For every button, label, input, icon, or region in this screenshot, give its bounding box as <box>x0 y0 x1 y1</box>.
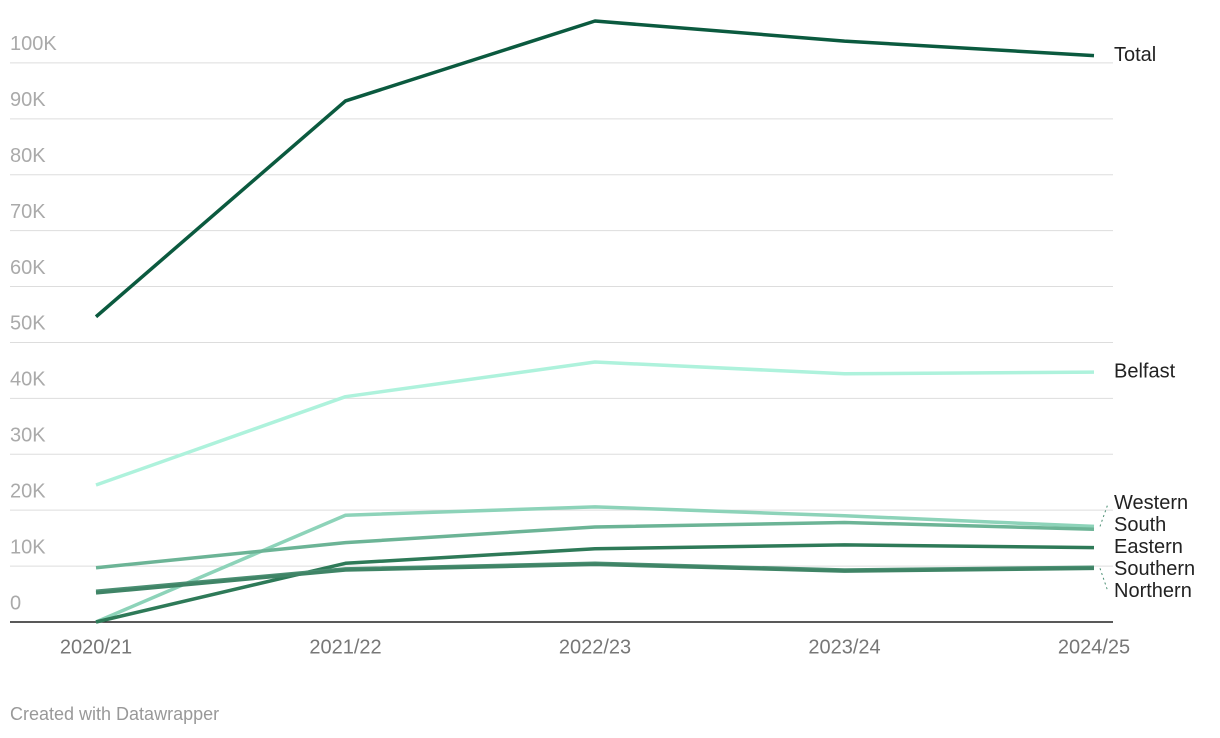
y-tick-label: 70K <box>10 201 46 223</box>
line <box>95 562 1095 595</box>
y-tick-label: 90K <box>10 89 46 111</box>
line <box>95 520 1095 570</box>
y-tick-label: 40K <box>10 369 46 391</box>
line <box>94 19 1095 319</box>
legend-label: Northern <box>1114 580 1192 602</box>
x-tick-label: 2022/23 <box>559 636 631 658</box>
x-tick-label: 2020/21 <box>60 636 132 658</box>
legend-label: Southern <box>1114 558 1195 580</box>
legend-label: South <box>1114 514 1166 536</box>
y-tick-label: 60K <box>10 257 46 279</box>
y-tick-label: 10K <box>10 536 46 558</box>
y-tick-label: 100K <box>10 33 57 55</box>
legend-label: Eastern <box>1114 536 1183 558</box>
footer: Created with Datawrapper <box>10 704 219 724</box>
y-tick-label: 20K <box>10 480 46 502</box>
y-tick-label: 80K <box>10 145 46 167</box>
y-tick-label: 30K <box>10 425 46 447</box>
legend-label: Western <box>1114 492 1188 514</box>
label-leader <box>1099 503 1109 527</box>
line <box>95 360 1095 487</box>
x-tick-label: 2021/22 <box>309 636 381 658</box>
y-tick-label: 50K <box>10 313 46 335</box>
legend-label: Total <box>1114 44 1156 66</box>
legend-label: Belfast <box>1114 360 1176 382</box>
line <box>95 543 1095 624</box>
label-leader <box>1099 568 1109 592</box>
x-tick-label: 2023/24 <box>808 636 880 658</box>
y-tick-label: 0 <box>10 592 21 614</box>
x-tick-label: 2024/25 <box>1058 636 1130 658</box>
